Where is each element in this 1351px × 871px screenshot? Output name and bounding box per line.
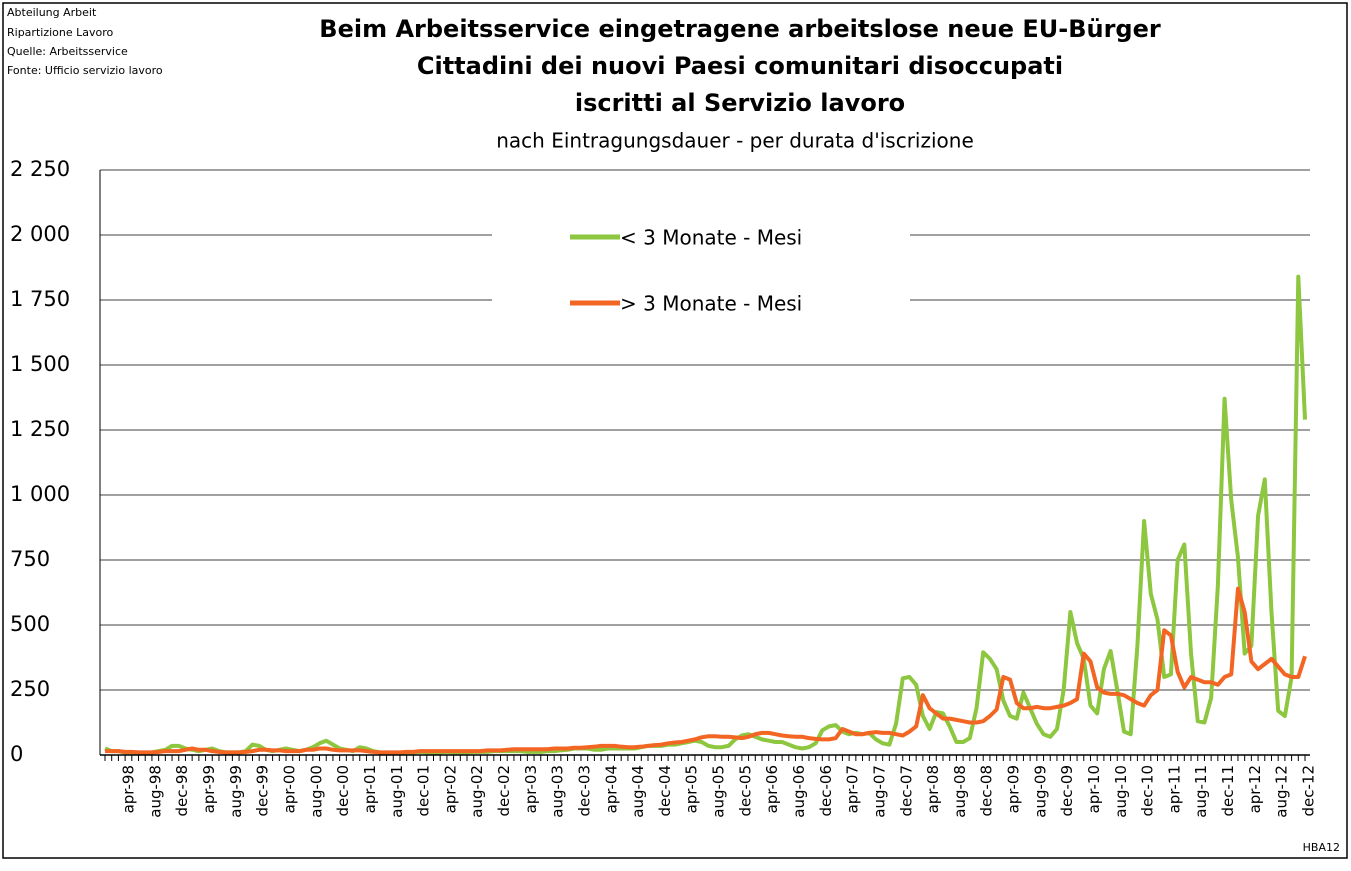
x-tick-label: aug-04 — [629, 765, 647, 818]
y-tick-label: 2 000 — [10, 222, 70, 246]
series-line — [105, 586, 1307, 755]
x-tick-label: apr-09 — [1005, 765, 1023, 813]
x-tick-label: aug-98 — [146, 765, 164, 818]
x-tick-label: apr-99 — [200, 765, 218, 813]
x-tick-label: aug-00 — [307, 765, 325, 818]
legend-label: > 3 Monate - Mesi — [620, 292, 802, 316]
x-tick-label: aug-07 — [870, 765, 888, 818]
note: Ripartizione Lavoro — [7, 26, 113, 39]
x-tick-label: aug-02 — [468, 765, 486, 818]
x-tick-label: apr-12 — [1246, 765, 1264, 813]
y-tick-label: 2 250 — [10, 157, 70, 181]
x-tick-label: dec-08 — [978, 765, 996, 817]
x-tick-label: apr-06 — [763, 765, 781, 813]
subtitle: nach Eintragungsdauer - per durata d'isc… — [496, 129, 974, 153]
x-tick-label: dec-05 — [736, 765, 754, 817]
chart-title: Beim Arbeitsservice eingetragene arbeits… — [319, 15, 1161, 43]
x-tick-label: aug-12 — [1273, 765, 1291, 818]
x-tick-label: aug-09 — [1031, 765, 1049, 818]
y-tick-label: 1 750 — [10, 287, 70, 311]
x-tick-label: dec-09 — [1058, 765, 1076, 817]
x-tick-label: aug-06 — [790, 765, 808, 818]
x-tick-label: dec-01 — [415, 765, 433, 817]
x-tick-label: dec-07 — [897, 765, 915, 817]
y-tick-label: 250 — [10, 677, 50, 701]
x-tick-label: apr-01 — [361, 765, 379, 813]
x-tick-label: dec-10 — [1139, 765, 1157, 817]
x-tick-label: apr-05 — [683, 765, 701, 813]
x-tick-label: aug-05 — [710, 765, 728, 818]
x-tick-label: apr-10 — [1085, 765, 1103, 813]
y-tick-label: 1 000 — [10, 482, 70, 506]
x-tick-label: dec-00 — [334, 765, 352, 817]
x-tick-label: dec-11 — [1219, 765, 1237, 817]
legend-box — [492, 212, 910, 327]
x-tick-label: dec-99 — [254, 765, 272, 817]
y-tick-label: 0 — [10, 742, 23, 766]
x-tick-label: dec-04 — [656, 765, 674, 817]
note: Fonte: Ufficio servizio lavoro — [7, 64, 163, 77]
x-tick-label: apr-07 — [844, 765, 862, 813]
x-tick-label: apr-03 — [522, 765, 540, 813]
x-tick-label: apr-11 — [1165, 765, 1183, 813]
x-tick-label: apr-98 — [120, 765, 138, 813]
legend-label: < 3 Monate - Mesi — [620, 226, 802, 250]
chart-title: iscritti al Servizio lavoro — [575, 89, 905, 117]
y-tick-label: 750 — [10, 547, 50, 571]
x-tick-label: aug-08 — [951, 765, 969, 818]
x-tick-label: dec-03 — [575, 765, 593, 817]
x-tick-label: aug-01 — [388, 765, 406, 818]
x-tick-label: aug-99 — [227, 765, 245, 818]
x-tick-label: dec-02 — [495, 765, 513, 817]
y-tick-label: 1 500 — [10, 352, 70, 376]
x-tick-label: aug-03 — [549, 765, 567, 818]
note: Abteilung Arbeit — [7, 6, 97, 19]
note: Quelle: Arbeitsservice — [7, 45, 128, 58]
y-tick-label: 500 — [10, 612, 50, 636]
x-tick-label: apr-02 — [441, 765, 459, 813]
chart-title: Cittadini dei nuovi Paesi comunitari dis… — [417, 52, 1063, 80]
x-tick-label: aug-11 — [1192, 765, 1210, 818]
x-tick-label: dec-98 — [173, 765, 191, 817]
x-tick-label: dec-06 — [817, 765, 835, 817]
code: HBA12 — [1303, 841, 1340, 854]
y-tick-label: 1 250 — [10, 417, 70, 441]
x-tick-label: aug-10 — [1112, 765, 1130, 818]
x-tick-label: dec-12 — [1300, 765, 1318, 817]
x-tick-label: apr-08 — [924, 765, 942, 813]
x-tick-label: apr-04 — [602, 765, 620, 813]
x-tick-label: apr-00 — [281, 765, 299, 813]
